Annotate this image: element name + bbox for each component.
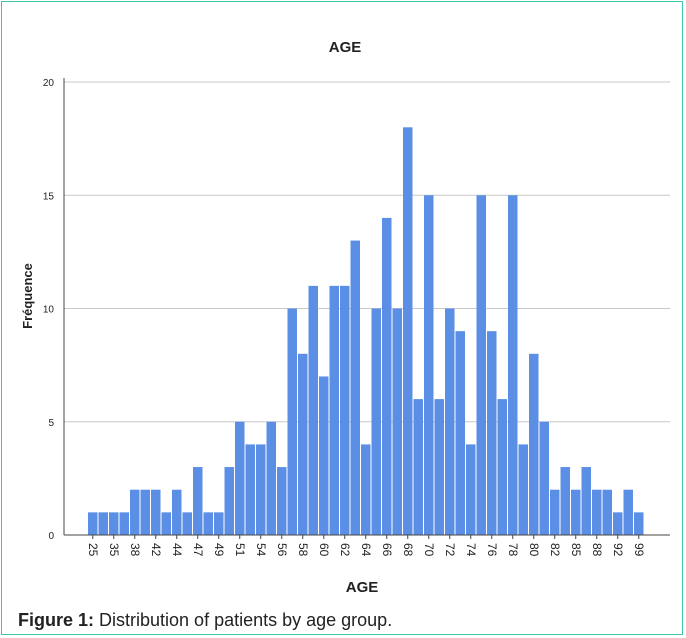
x-axis-ticks: 25 35 38 42 44 47 49 51 54 56 58 60 62 64 66 68 70 72 74 76… xyxy=(86,535,646,557)
x-tick-label: 25 xyxy=(86,543,100,557)
bar xyxy=(298,353,308,535)
y-axis-label: Fréquence xyxy=(20,263,35,329)
bar xyxy=(539,421,549,535)
x-tick-label: 85 xyxy=(569,543,583,557)
y-tick-label: 5 xyxy=(48,418,54,429)
bar xyxy=(476,195,486,535)
bar xyxy=(182,512,192,535)
chart-title: AGE xyxy=(329,39,362,56)
bar xyxy=(266,421,276,535)
figure-caption: Figure 1: Distribution of patients by ag… xyxy=(18,610,392,631)
bar xyxy=(529,353,539,535)
bar xyxy=(634,512,644,535)
bar xyxy=(581,467,591,535)
x-tick-label: 42 xyxy=(149,543,163,557)
bar xyxy=(424,195,434,535)
y-tick-label: 20 xyxy=(43,78,55,89)
bar xyxy=(308,285,318,535)
bar xyxy=(403,127,413,536)
x-tick-label: 74 xyxy=(464,543,478,557)
bar xyxy=(224,467,234,535)
bar xyxy=(623,489,633,535)
bar xyxy=(319,376,329,535)
x-tick-label: 54 xyxy=(254,543,268,557)
bar xyxy=(256,444,266,535)
y-axis-ticks: 0 5 10 15 20 xyxy=(43,78,55,542)
x-tick-label: 47 xyxy=(191,543,205,557)
x-tick-label: 66 xyxy=(380,543,394,557)
x-tick-label: 58 xyxy=(296,543,310,557)
x-tick-label: 62 xyxy=(338,543,352,557)
bar xyxy=(592,489,602,535)
bar xyxy=(434,399,444,535)
x-tick-label: 80 xyxy=(527,543,541,557)
bar xyxy=(361,444,371,535)
bar xyxy=(371,308,381,535)
x-tick-label: 70 xyxy=(422,543,436,557)
x-tick-label: 99 xyxy=(632,543,646,557)
x-tick-label: 68 xyxy=(401,543,415,557)
histogram-chart: AGE Fréquence AGE 0 5 10 15 20 25 35 38 42 44 47 4… xyxy=(20,39,670,596)
bar xyxy=(98,512,108,535)
x-tick-label: 88 xyxy=(590,543,604,557)
bar xyxy=(497,399,507,535)
bar xyxy=(550,489,560,535)
x-tick-label: 64 xyxy=(359,543,373,557)
bar xyxy=(245,444,255,535)
bar xyxy=(151,489,161,535)
bar xyxy=(518,444,528,535)
x-tick-label: 78 xyxy=(506,543,520,557)
bar xyxy=(161,512,171,535)
bar xyxy=(203,512,213,535)
bar xyxy=(140,489,150,535)
x-tick-label: 76 xyxy=(485,543,499,557)
y-tick-label: 15 xyxy=(43,191,55,202)
caption-label: Figure 1: xyxy=(18,610,95,630)
bar xyxy=(340,285,350,535)
y-tick-label: 10 xyxy=(43,305,55,316)
bar xyxy=(235,421,245,535)
bar xyxy=(445,308,455,535)
bar xyxy=(109,512,119,535)
bar xyxy=(413,399,423,535)
x-tick-label: 82 xyxy=(548,543,562,557)
x-tick-label: 49 xyxy=(212,543,226,557)
bar xyxy=(172,489,182,535)
bar xyxy=(392,308,402,535)
x-tick-label: 92 xyxy=(611,543,625,557)
bar xyxy=(455,331,465,535)
bar xyxy=(214,512,224,535)
x-axis-label: AGE xyxy=(346,579,379,596)
bar xyxy=(193,467,203,535)
bar xyxy=(119,512,129,535)
y-tick-label: 0 xyxy=(48,531,54,542)
caption-text: Distribution of patients by age group. xyxy=(94,610,393,630)
bar xyxy=(130,489,140,535)
x-tick-label: 44 xyxy=(170,543,184,557)
bars xyxy=(88,127,644,536)
bar xyxy=(613,512,623,535)
bar xyxy=(382,217,392,535)
bar xyxy=(508,195,518,535)
bar xyxy=(466,444,476,535)
x-tick-label: 56 xyxy=(275,543,289,557)
bar xyxy=(329,285,339,535)
bar xyxy=(560,467,570,535)
x-tick-label: 38 xyxy=(128,543,142,557)
x-tick-label: 72 xyxy=(443,543,457,557)
bar xyxy=(350,240,360,536)
bar xyxy=(602,489,612,535)
bar xyxy=(277,467,287,535)
bar xyxy=(571,489,581,535)
bar xyxy=(287,308,297,535)
x-tick-label: 35 xyxy=(107,543,121,557)
grid-lines xyxy=(64,81,670,423)
x-tick-label: 51 xyxy=(233,543,247,557)
bar xyxy=(487,331,497,535)
x-tick-label: 60 xyxy=(317,543,331,557)
bar xyxy=(88,512,98,535)
